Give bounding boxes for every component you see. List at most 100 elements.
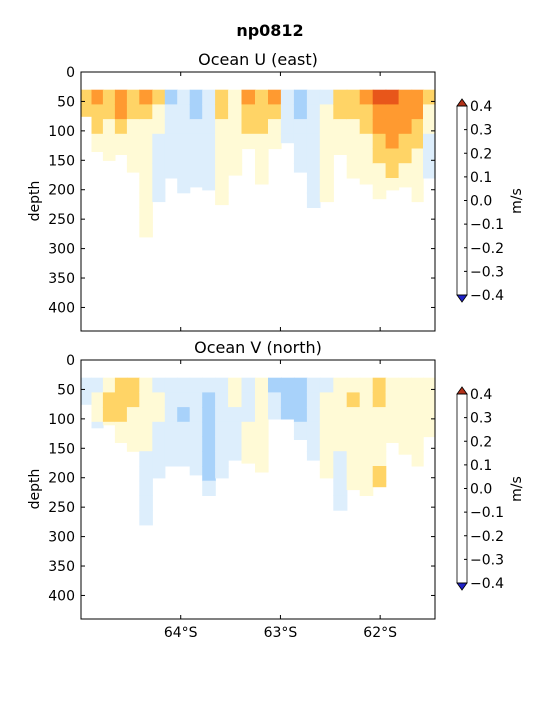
data-cell bbox=[164, 104, 178, 120]
y-tick-label: 200 bbox=[48, 471, 75, 487]
data-cell bbox=[202, 407, 216, 423]
data-cell bbox=[372, 392, 387, 408]
data-cell bbox=[255, 119, 269, 135]
data-cell bbox=[333, 148, 348, 155]
data-cell bbox=[139, 407, 153, 423]
colorbar-tick-label: −0.3 bbox=[470, 552, 504, 568]
data-cell bbox=[241, 89, 256, 105]
data-cell bbox=[241, 451, 256, 464]
data-cell bbox=[228, 133, 243, 150]
data-cell bbox=[202, 466, 216, 482]
data-cell bbox=[152, 436, 166, 452]
data-cell bbox=[202, 377, 216, 393]
data-cell bbox=[189, 178, 203, 188]
data-cell bbox=[280, 119, 295, 135]
data-cell bbox=[268, 104, 282, 120]
data-cell bbox=[411, 89, 424, 105]
data-cell bbox=[359, 133, 374, 150]
data-cell bbox=[139, 466, 153, 482]
data-cell bbox=[319, 119, 334, 135]
data-cell bbox=[102, 392, 116, 408]
data-cell bbox=[359, 451, 374, 467]
data-cell bbox=[423, 89, 436, 105]
data-cell bbox=[372, 104, 387, 120]
data-cell bbox=[319, 148, 334, 164]
data-cell bbox=[215, 192, 229, 206]
y-tick-label: 0 bbox=[66, 65, 75, 81]
data-cell bbox=[81, 392, 93, 405]
data-cell bbox=[91, 148, 104, 152]
data-cell bbox=[164, 451, 178, 467]
data-cell bbox=[102, 407, 116, 423]
data-cell bbox=[215, 89, 229, 105]
data-cell bbox=[139, 104, 153, 120]
colorbar-tick-label: −0.2 bbox=[470, 529, 504, 545]
data-cell bbox=[102, 104, 116, 120]
data-cell bbox=[333, 495, 348, 511]
data-cell bbox=[333, 104, 348, 120]
data-cell bbox=[189, 377, 203, 393]
data-cell bbox=[139, 377, 153, 393]
colorbar: −0.4 −0.3 −0.2 −0.1 0.0 0.1 0.2 0.3 0.4 bbox=[456, 386, 504, 592]
data-cell bbox=[398, 104, 413, 120]
data-cell bbox=[333, 89, 348, 105]
data-cell bbox=[81, 89, 93, 105]
data-cell bbox=[398, 392, 413, 408]
data-cell bbox=[398, 451, 413, 455]
data-cell bbox=[306, 104, 321, 120]
data-cell bbox=[293, 377, 308, 393]
data-cells bbox=[81, 377, 436, 526]
data-cell bbox=[228, 377, 243, 393]
data-cell bbox=[293, 163, 308, 173]
data-cell bbox=[306, 192, 321, 208]
colorbar-tick-label: −0.1 bbox=[470, 505, 504, 521]
data-cell bbox=[319, 407, 334, 423]
data-cell bbox=[177, 148, 191, 164]
x-tick-label: 64°S bbox=[164, 625, 198, 641]
data-cell bbox=[319, 466, 334, 479]
colorbar-tick-label: −0.4 bbox=[470, 576, 504, 592]
y-tick-label: 250 bbox=[48, 212, 75, 228]
data-cell bbox=[152, 178, 166, 194]
data-cell bbox=[359, 163, 374, 179]
data-cell bbox=[139, 133, 153, 150]
data-cell bbox=[202, 392, 216, 408]
data-cell bbox=[189, 466, 203, 476]
data-cell bbox=[306, 421, 321, 438]
data-cell bbox=[346, 451, 361, 467]
colorbar-label: m/s bbox=[509, 476, 525, 502]
data-cell bbox=[293, 436, 308, 440]
data-cell bbox=[280, 392, 295, 408]
data-cell bbox=[306, 377, 321, 393]
data-cell bbox=[280, 407, 295, 420]
colorbar-tick-label: 0.2 bbox=[470, 146, 492, 162]
data-cell bbox=[189, 436, 203, 452]
y-tick-label: 150 bbox=[48, 153, 75, 169]
data-cell bbox=[306, 407, 321, 423]
data-cell bbox=[306, 89, 321, 105]
data-cell bbox=[268, 119, 282, 135]
data-cell bbox=[189, 163, 203, 179]
data-cell bbox=[385, 392, 400, 408]
data-cell bbox=[241, 133, 256, 150]
data-cell bbox=[411, 163, 424, 179]
data-cell bbox=[385, 89, 400, 105]
data-cell bbox=[306, 178, 321, 194]
data-cell bbox=[139, 119, 153, 135]
data-cell bbox=[215, 163, 229, 179]
data-cell bbox=[398, 119, 413, 135]
data-cell bbox=[423, 377, 436, 393]
data-cell bbox=[189, 392, 203, 408]
data-cell bbox=[423, 392, 436, 408]
data-cell bbox=[398, 407, 413, 423]
data-cell bbox=[306, 392, 321, 408]
data-cell bbox=[91, 392, 104, 408]
data-cell bbox=[359, 148, 374, 164]
data-cell bbox=[398, 421, 413, 438]
data-cell bbox=[215, 466, 229, 479]
data-cell bbox=[164, 119, 178, 135]
data-cell bbox=[255, 148, 269, 164]
data-cell bbox=[164, 89, 178, 105]
data-cell bbox=[139, 510, 153, 526]
